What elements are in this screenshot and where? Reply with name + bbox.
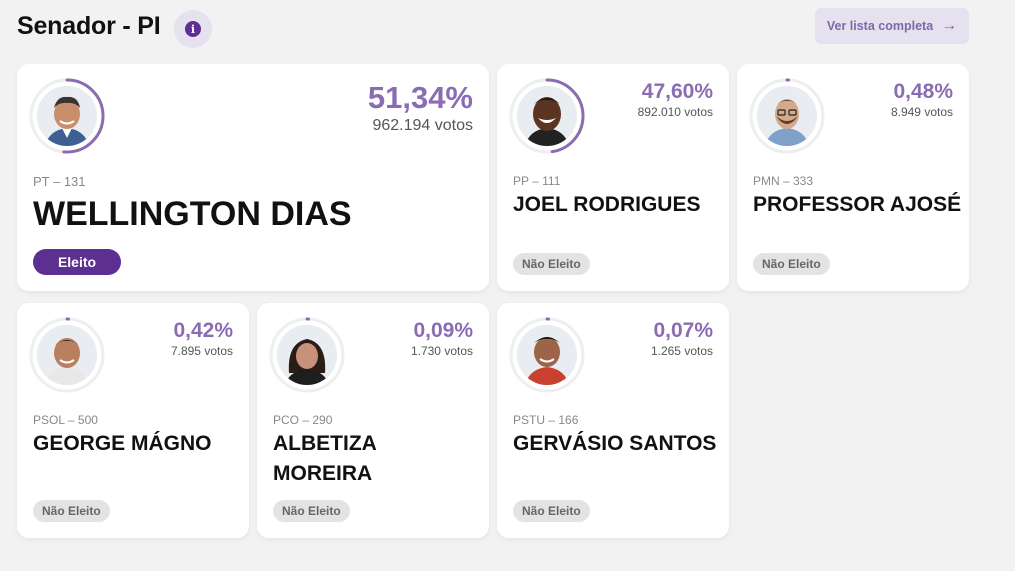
status-badge-elected: Eleito xyxy=(33,249,121,275)
vote-count: 1.730 votos xyxy=(410,344,473,358)
party-number: PSTU – 166 xyxy=(513,413,579,427)
vote-count: 7.895 votos xyxy=(170,344,233,358)
party-number: PP – 111 xyxy=(513,174,561,188)
candidate-card[interactable]: 0,09% 1.730 votos PCO – 290 ALBETIZA MOR… xyxy=(257,303,489,538)
vote-share-ring xyxy=(749,78,825,154)
status-badge-not-elected: Não Eleito xyxy=(753,253,830,275)
vote-percentage: 0,42% xyxy=(173,319,233,342)
candidate-name: GERVÁSIO SANTOS xyxy=(513,432,717,455)
candidate-avatar xyxy=(509,78,585,154)
full-list-label: Ver lista completa xyxy=(826,19,934,33)
status-badge-not-elected: Não Eleito xyxy=(273,500,350,522)
candidate-avatar xyxy=(749,78,825,154)
candidate-photo xyxy=(757,86,817,146)
info-button[interactable]: i xyxy=(174,10,212,48)
candidate-photo xyxy=(277,325,337,385)
candidate-avatar xyxy=(29,78,105,154)
full-list-button[interactable]: Ver lista completa → xyxy=(815,8,969,44)
candidate-name: ALBETIZA MOREIRA xyxy=(273,432,377,485)
vote-share-ring xyxy=(509,317,585,393)
candidate-avatar xyxy=(509,317,585,393)
candidate-photo xyxy=(517,325,577,385)
candidate-avatar xyxy=(269,317,345,393)
vote-percentage: 0,48% xyxy=(893,80,953,103)
vote-share-ring xyxy=(29,317,105,393)
candidate-name: PROFESSOR AJOSÉ xyxy=(753,193,962,216)
info-icon: i xyxy=(185,21,201,37)
party-number: PMN – 333 xyxy=(753,174,814,188)
status-badge-not-elected: Não Eleito xyxy=(513,500,590,522)
candidate-name: WELLINGTON DIAS xyxy=(33,195,352,233)
candidate-avatar xyxy=(29,317,105,393)
vote-share-ring xyxy=(509,78,585,154)
vote-count: 892.010 votos xyxy=(637,105,713,119)
party-number: PT – 131 xyxy=(33,174,86,189)
status-badge-not-elected: Não Eleito xyxy=(33,500,110,522)
candidate-card[interactable]: 0,48% 8.949 votos PMN – 333 PROFESSOR AJ… xyxy=(737,64,969,291)
candidate-name: JOEL RODRIGUES xyxy=(513,193,701,216)
vote-count: 8.949 votos xyxy=(890,105,953,119)
page-header: Senador - PI i Ver lista completa → xyxy=(17,8,969,48)
page-title: Senador - PI xyxy=(17,12,161,40)
party-number: PSOL – 500 xyxy=(33,413,98,427)
candidate-photo xyxy=(37,86,97,146)
vote-percentage: 0,07% xyxy=(653,319,713,342)
candidate-photo xyxy=(517,86,577,146)
candidate-name: GEORGE MÁGNO xyxy=(33,432,212,455)
vote-count: 1.265 votos xyxy=(650,344,713,358)
vote-percentage: 51,34% xyxy=(367,80,473,115)
vote-share-ring xyxy=(269,317,345,393)
status-badge-not-elected: Não Eleito xyxy=(513,253,590,275)
vote-count: 962.194 votos xyxy=(372,117,473,134)
arrow-right-icon: → xyxy=(941,17,958,34)
candidate-photo xyxy=(37,325,97,385)
vote-percentage: 0,09% xyxy=(413,319,473,342)
party-number: PCO – 290 xyxy=(273,413,333,427)
candidate-card[interactable]: 51,34% 962.194 votos PT – 131 WELLINGTON… xyxy=(17,64,489,291)
vote-percentage: 47,60% xyxy=(641,80,713,103)
candidate-card[interactable]: 0,07% 1.265 votos PSTU – 166 GERVÁSIO SA… xyxy=(497,303,729,538)
candidate-card[interactable]: 47,60% 892.010 votos PP – 111 JOEL RODRI… xyxy=(497,64,729,291)
candidate-card[interactable]: 0,42% 7.895 votos PSOL – 500 GEORGE MÁGN… xyxy=(17,303,249,538)
vote-share-ring xyxy=(29,78,105,154)
